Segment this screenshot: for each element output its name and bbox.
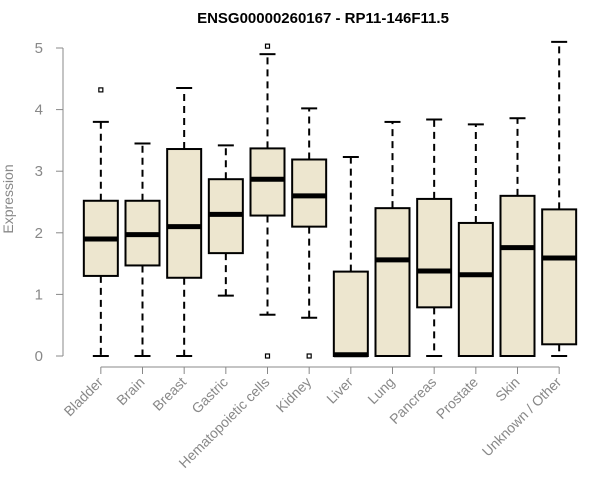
box-kidney — [291, 107, 328, 359]
x-tick-label: Breast — [149, 374, 189, 414]
iqr-box — [416, 197, 453, 309]
box-hematopoietic-cells — [249, 43, 286, 359]
box-breast — [166, 87, 203, 357]
x-tick-label: Lung — [364, 374, 397, 407]
y-tick-label: 2 — [35, 225, 43, 242]
x-tick-label: Bladder — [61, 374, 107, 420]
y-axis: 0 1 2 3 4 5 — [35, 40, 64, 365]
box-gastric — [207, 144, 244, 297]
x-tick-label: Kidney — [273, 374, 315, 416]
iqr-box — [499, 194, 536, 357]
x-tick-label: Liver — [323, 374, 356, 407]
x-tick-label: Brain — [113, 374, 147, 408]
y-tick-label: 4 — [35, 102, 43, 119]
x-tick-label: Prostate — [433, 374, 481, 422]
iqr-box — [332, 270, 369, 357]
box-lung — [374, 120, 411, 357]
y-axis-label: Expression — [0, 164, 16, 233]
box-liver — [332, 156, 369, 358]
y-tick-label: 5 — [35, 40, 43, 57]
outlier-point — [306, 353, 312, 359]
box-prostate — [457, 123, 494, 357]
y-tick-label: 0 — [35, 348, 43, 365]
outlier-point — [264, 43, 271, 49]
y-tick-label: 1 — [35, 286, 43, 303]
boxes — [82, 40, 578, 359]
iqr-box — [457, 221, 494, 357]
iqr-box — [166, 148, 203, 279]
y-tick-label: 3 — [35, 163, 43, 180]
box-pancreas — [416, 118, 453, 357]
box-bladder — [82, 87, 119, 357]
box-brain — [124, 142, 161, 357]
iqr-box — [249, 147, 286, 217]
iqr-box — [291, 158, 328, 228]
iqr-box — [374, 207, 411, 357]
outlier-point — [264, 353, 271, 359]
iqr-box — [541, 208, 578, 346]
x-tick-label: Skin — [492, 374, 523, 405]
x-tick-label: Unknown / Other — [479, 374, 565, 460]
box-unknown-other — [541, 40, 578, 357]
box-skin — [499, 117, 536, 357]
chart-title: ENSG00000260167 - RP11-146F11.5 — [197, 10, 449, 27]
outlier-point — [98, 87, 104, 93]
